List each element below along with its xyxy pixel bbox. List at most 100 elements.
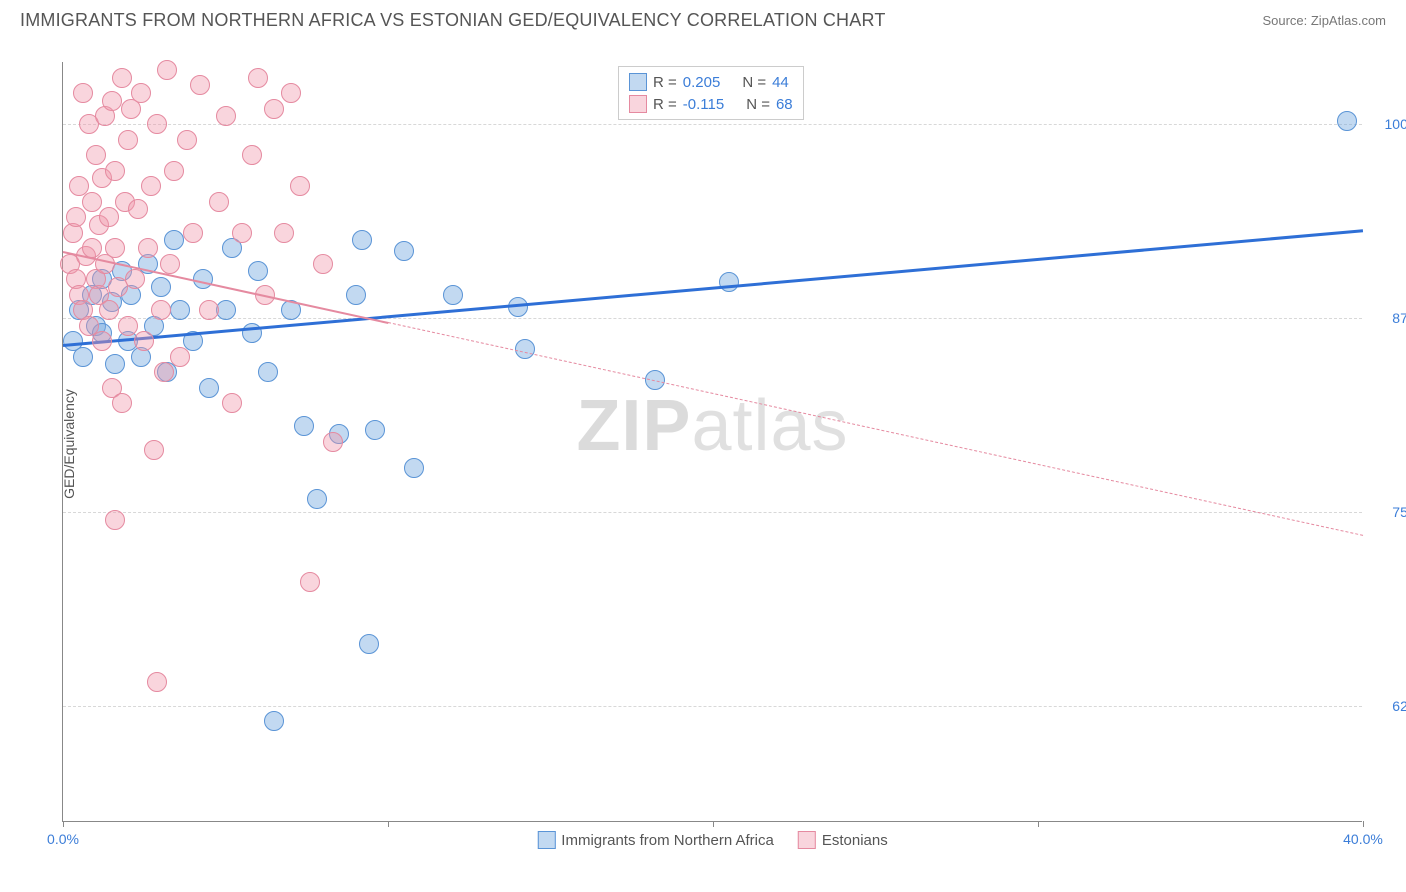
data-point bbox=[232, 223, 252, 243]
gridline-h bbox=[63, 318, 1362, 319]
data-point bbox=[294, 416, 314, 436]
data-point bbox=[125, 269, 145, 289]
data-point bbox=[346, 285, 366, 305]
data-point bbox=[183, 223, 203, 243]
data-point bbox=[160, 254, 180, 274]
data-point bbox=[242, 145, 262, 165]
n-label: N = bbox=[746, 96, 770, 113]
data-point bbox=[147, 672, 167, 692]
data-point bbox=[157, 60, 177, 80]
data-point bbox=[264, 711, 284, 731]
data-point bbox=[365, 420, 385, 440]
data-point bbox=[719, 272, 739, 292]
data-point bbox=[73, 83, 93, 103]
x-tick-mark bbox=[1363, 821, 1364, 827]
data-point bbox=[128, 199, 148, 219]
watermark: ZIPatlas bbox=[576, 385, 848, 467]
stats-legend-row: R = 0.205 N = 44 bbox=[629, 71, 793, 93]
data-point bbox=[170, 300, 190, 320]
legend-label: Immigrants from Northern Africa bbox=[561, 832, 774, 849]
data-point bbox=[190, 75, 210, 95]
gridline-h bbox=[63, 706, 1362, 707]
data-point bbox=[264, 99, 284, 119]
x-tick-mark bbox=[713, 821, 714, 827]
r-value: -0.115 bbox=[683, 96, 724, 113]
data-point bbox=[73, 347, 93, 367]
data-point bbox=[99, 207, 119, 227]
data-point bbox=[258, 362, 278, 382]
x-tick-mark bbox=[1038, 821, 1039, 827]
data-point bbox=[105, 510, 125, 530]
legend-label: Estonians bbox=[822, 832, 888, 849]
data-point bbox=[300, 572, 320, 592]
legend-item: Estonians bbox=[798, 831, 888, 849]
n-value: 68 bbox=[776, 96, 793, 113]
data-point bbox=[1337, 111, 1357, 131]
data-point bbox=[290, 176, 310, 196]
data-point bbox=[131, 83, 151, 103]
data-point bbox=[144, 440, 164, 460]
data-point bbox=[209, 192, 229, 212]
data-point bbox=[443, 285, 463, 305]
data-point bbox=[222, 393, 242, 413]
data-point bbox=[307, 489, 327, 509]
x-tick-mark bbox=[388, 821, 389, 827]
x-tick-label: 40.0% bbox=[1343, 831, 1383, 847]
data-point bbox=[313, 254, 333, 274]
legend-swatch bbox=[537, 831, 555, 849]
data-point bbox=[170, 347, 190, 367]
data-point bbox=[154, 362, 174, 382]
data-point bbox=[66, 207, 86, 227]
series-legend: Immigrants from Northern Africa Estonians bbox=[537, 831, 887, 849]
data-point bbox=[138, 238, 158, 258]
data-point bbox=[164, 230, 184, 250]
data-point bbox=[134, 331, 154, 351]
gridline-h bbox=[63, 512, 1362, 513]
data-point bbox=[404, 458, 424, 478]
data-point bbox=[164, 161, 184, 181]
data-point bbox=[147, 114, 167, 134]
data-point bbox=[248, 261, 268, 281]
data-point bbox=[515, 339, 535, 359]
data-point bbox=[112, 393, 132, 413]
data-point bbox=[274, 223, 294, 243]
data-point bbox=[105, 238, 125, 258]
data-point bbox=[118, 316, 138, 336]
data-point bbox=[248, 68, 268, 88]
data-point bbox=[92, 331, 112, 351]
data-point bbox=[199, 300, 219, 320]
r-label: R = bbox=[653, 74, 677, 91]
data-point bbox=[216, 106, 236, 126]
n-label: N = bbox=[742, 74, 766, 91]
legend-swatch bbox=[629, 95, 647, 113]
data-point bbox=[86, 145, 106, 165]
data-point bbox=[105, 354, 125, 374]
data-point bbox=[151, 277, 171, 297]
legend-swatch bbox=[629, 73, 647, 91]
data-point bbox=[82, 192, 102, 212]
data-point bbox=[141, 176, 161, 196]
data-point bbox=[112, 68, 132, 88]
r-value: 0.205 bbox=[683, 74, 721, 91]
x-tick-label: 0.0% bbox=[47, 831, 79, 847]
chart-container: GED/Equivalency ZIPatlas R =0.205N =44R … bbox=[20, 44, 1386, 844]
legend-item: Immigrants from Northern Africa bbox=[537, 831, 774, 849]
y-tick-label: 75.0% bbox=[1372, 504, 1406, 520]
data-point bbox=[102, 91, 122, 111]
data-point bbox=[352, 230, 372, 250]
n-value: 44 bbox=[772, 74, 789, 91]
x-tick-mark bbox=[63, 821, 64, 827]
plot-area: ZIPatlas R =0.205N =44R =-0.115N =68 Imm… bbox=[62, 62, 1362, 822]
r-label: R = bbox=[653, 96, 677, 113]
data-point bbox=[281, 83, 301, 103]
stats-legend-row: R = -0.115 N = 68 bbox=[629, 93, 793, 115]
data-point bbox=[177, 130, 197, 150]
data-point bbox=[394, 241, 414, 261]
data-point bbox=[118, 130, 138, 150]
data-point bbox=[359, 634, 379, 654]
y-tick-label: 100.0% bbox=[1372, 116, 1406, 132]
data-point bbox=[105, 161, 125, 181]
trend-line bbox=[388, 322, 1363, 536]
y-tick-label: 87.5% bbox=[1372, 310, 1406, 326]
stats-legend: R =0.205N =44R =-0.115N =68 bbox=[618, 66, 804, 120]
